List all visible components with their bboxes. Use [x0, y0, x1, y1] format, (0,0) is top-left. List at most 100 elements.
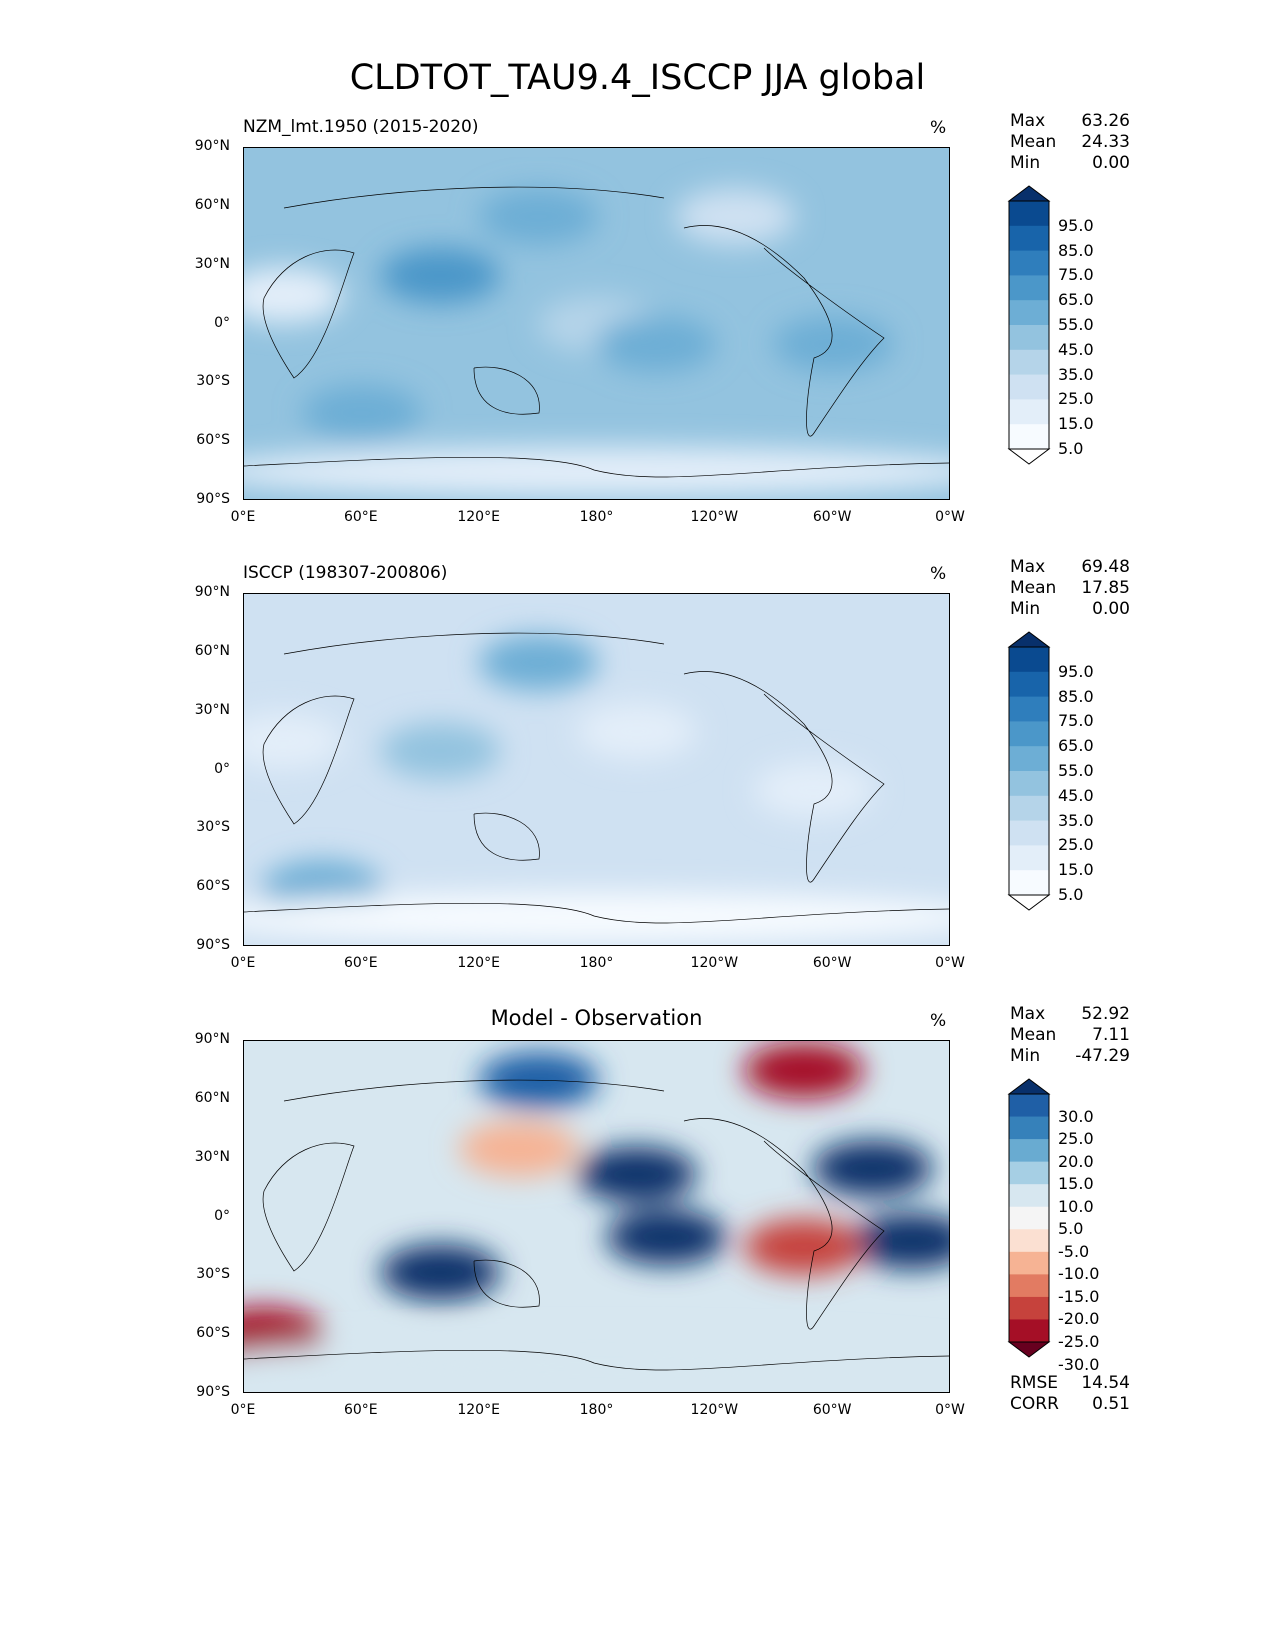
colorbar-tick-label: 65.0	[1058, 736, 1094, 756]
colorbar-tick-label: 45.0	[1058, 339, 1094, 359]
field-region	[244, 892, 949, 943]
stat-name: Min	[1010, 1046, 1041, 1066]
colorbar-tick-label: 25.0	[1058, 835, 1094, 855]
stat-value: 0.00	[1092, 153, 1130, 173]
colorbar-tick-label: 85.0	[1058, 686, 1094, 706]
x-tick-label: 0°E	[230, 509, 256, 525]
stat-name: Max	[1010, 111, 1046, 131]
field-region	[458, 1120, 579, 1177]
colorbar-bin	[1009, 870, 1049, 896]
colorbar-bin	[1009, 325, 1049, 351]
field-region	[244, 446, 949, 497]
colorbar-bin	[1009, 795, 1049, 822]
stat-row: CORR 0.51	[1010, 1394, 1130, 1415]
colorbar-tick-label: 30.0	[1058, 1106, 1094, 1126]
stat-name: Mean	[1010, 578, 1057, 598]
colorbar-extend-bottom	[1007, 1341, 1051, 1358]
stat-row: RMSE 14.54	[1010, 1373, 1130, 1394]
field-region	[851, 1213, 949, 1270]
x-tick-label: 120°E	[457, 955, 500, 971]
stat-value: -47.29	[1075, 1046, 1130, 1066]
field-background	[244, 1041, 949, 1392]
y-tick-label: 30°N	[194, 255, 230, 272]
stat-value: 0.00	[1092, 599, 1130, 619]
field-region	[773, 316, 894, 373]
panel-title: NZM_lmt.1950 (2015-2020)	[243, 117, 479, 137]
y-tick-label: 30°N	[194, 701, 230, 718]
colorbar-tick-label: 55.0	[1058, 315, 1094, 334]
stat-row: Max 52.92	[1010, 1004, 1130, 1025]
y-tick-label: 30°S	[196, 1266, 230, 1283]
x-tick-label: 120°E	[457, 509, 500, 525]
colorbar-bin	[1009, 1116, 1049, 1140]
y-tick-label: 90°S	[196, 491, 230, 507]
field-region	[576, 703, 697, 760]
colorbar-bin	[1009, 1161, 1049, 1185]
field-region	[743, 1218, 864, 1275]
y-tick-label: 0°	[214, 1207, 230, 1224]
y-tick-label: 90°N	[194, 1031, 230, 1047]
stat-name: Max	[1010, 557, 1046, 577]
colorbar-bin	[1009, 1296, 1049, 1320]
x-tick-label: 0°W	[935, 955, 965, 971]
field-region	[244, 713, 344, 770]
panel-title: ISCCP (198307-200806)	[243, 563, 448, 583]
colorbar-tick-label: 65.0	[1058, 290, 1094, 310]
colorbar	[1007, 631, 1051, 911]
map-field	[244, 594, 949, 945]
colorbar-bin	[1009, 671, 1049, 698]
field-region	[753, 762, 874, 819]
y-tick-label: 30°S	[196, 373, 230, 390]
colorbar-tick-label: 25.0	[1058, 389, 1094, 409]
stat-value: 0.51	[1092, 1394, 1130, 1414]
colorbar-bin	[1009, 1319, 1049, 1343]
y-tick-label: 30°S	[196, 819, 230, 836]
coastlines	[244, 632, 949, 924]
colorbar-bin	[1009, 845, 1049, 871]
stats-box: Max 52.92 Mean 7.11 Min -47.29	[1010, 1004, 1130, 1067]
colorbar-bin	[1009, 1184, 1049, 1208]
colorbar-tick-label: 15.0	[1058, 1174, 1094, 1194]
map-panel	[243, 147, 950, 500]
units-label: %	[930, 1011, 947, 1031]
colorbar-bin	[1009, 424, 1049, 450]
colorbar-tick-label: 55.0	[1058, 761, 1094, 780]
stat-value: 17.85	[1081, 578, 1130, 598]
colorbar-extend-top	[1007, 185, 1051, 202]
colorbar-tick-label: 5.0	[1058, 1219, 1084, 1239]
stat-value: 69.48	[1081, 557, 1130, 577]
stat-name: Mean	[1010, 1025, 1057, 1045]
y-tick-label: 90°S	[196, 1384, 230, 1400]
stat-row: Mean 7.11	[1010, 1025, 1130, 1046]
field-region	[244, 1339, 949, 1390]
colorbar-tick-label: -5.0	[1058, 1241, 1090, 1261]
y-tick-label: 0°	[214, 760, 230, 777]
y-tick-label: 60°N	[194, 1089, 230, 1106]
colorbar-tick-label: 15.0	[1058, 414, 1094, 434]
field-region	[606, 1209, 727, 1266]
colorbar-tick-label: -10.0	[1058, 1264, 1100, 1284]
stats-box: Max 63.26 Mean 24.33 Min 0.00	[1010, 111, 1130, 174]
stat-value: 24.33	[1081, 132, 1130, 152]
colorbar-bin	[1009, 696, 1049, 722]
colorbar-bin	[1009, 300, 1049, 326]
field-region	[596, 316, 717, 373]
y-tick-label: 60°S	[196, 878, 230, 895]
x-tick-label: 120°E	[457, 1402, 500, 1418]
x-tick-label: 60°E	[343, 1402, 378, 1418]
field-region	[244, 267, 344, 324]
colorbar-bin	[1009, 1206, 1049, 1230]
panel-title: Model - Observation	[490, 1006, 703, 1030]
y-tick-label: 60°S	[196, 432, 230, 449]
units-label: %	[930, 564, 947, 584]
x-tick-label: 180°	[579, 509, 614, 525]
field-region	[380, 247, 501, 304]
x-tick-label: 120°W	[690, 1402, 739, 1418]
colorbar-tick-label: 5.0	[1058, 439, 1084, 458]
x-tick-label: 180°	[579, 1402, 614, 1418]
stat-row: Max 69.48	[1010, 557, 1130, 578]
x-tick-label: 60°E	[343, 955, 378, 971]
y-tick-label: 0°	[214, 314, 230, 331]
stat-name: Min	[1010, 599, 1041, 619]
